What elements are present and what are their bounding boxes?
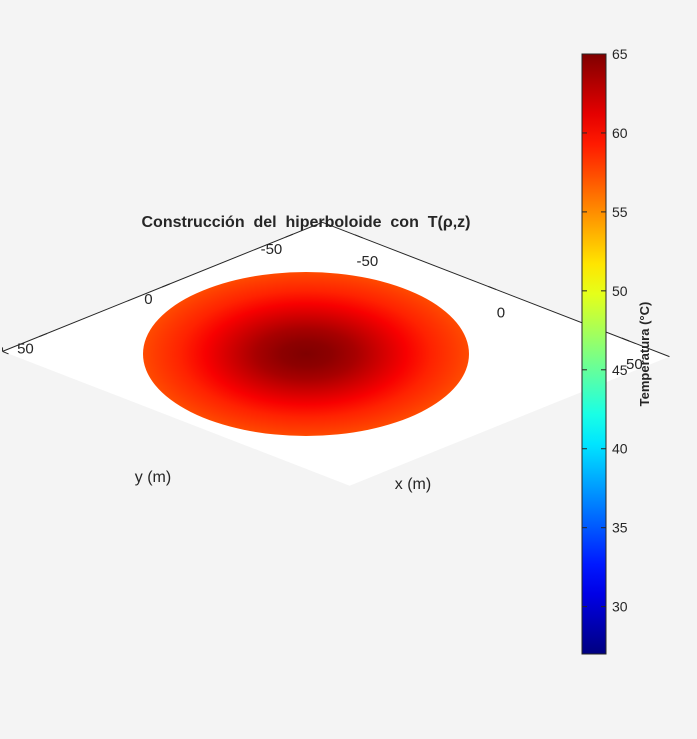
x-ticks: -50 0 50 [354,234,643,373]
colorbar-gradient [581,53,607,655]
x-tick-mark [488,286,497,290]
y-ticks: -50 0 50 [17,233,294,358]
y-tick-label: 50 [17,341,34,358]
colorbar-tick-label: 35 [612,520,628,536]
colorbar-tick-label: 45 [612,362,628,378]
x-axis-line [322,221,670,358]
chart-title: Construcción del hiperboloide con T(ρ,z) [141,214,470,231]
colorbar-tick-label: 65 [612,46,628,62]
y-tick-label: -50 [261,241,283,258]
x-tick-label: -50 [357,253,379,270]
colorbar-label: Temperatura (°C) [637,302,652,407]
colorbar-tick-label: 60 [612,125,628,141]
colorbar-tick-label: 40 [612,441,628,457]
x-tick-mark [621,337,630,342]
x-tick-label: 0 [497,304,505,321]
axes-3d: -50 0 50 -50 0 50 0 [2,221,670,486]
colorbar-tick-label: 50 [612,283,628,299]
temperature-surface-disk [143,272,469,436]
y-tick-mark [162,283,171,288]
y-tick-mark [285,233,294,238]
colorbar-tick-label: 30 [612,599,628,615]
x-axis-label: x (m) [395,476,431,493]
z-tick-mark [2,350,9,355]
colorbar-tick-label: 55 [612,204,628,220]
z-ticks: 0 [2,347,9,355]
colorbar-ticks: 30 35 40 45 50 55 60 65 [582,46,628,615]
y-axis-label: y (m) [135,469,171,486]
x-tick-mark [354,234,363,239]
y-tick-label: 0 [144,291,152,308]
y-tick-mark [39,333,48,337]
x-tick-label: 50 [626,356,643,373]
